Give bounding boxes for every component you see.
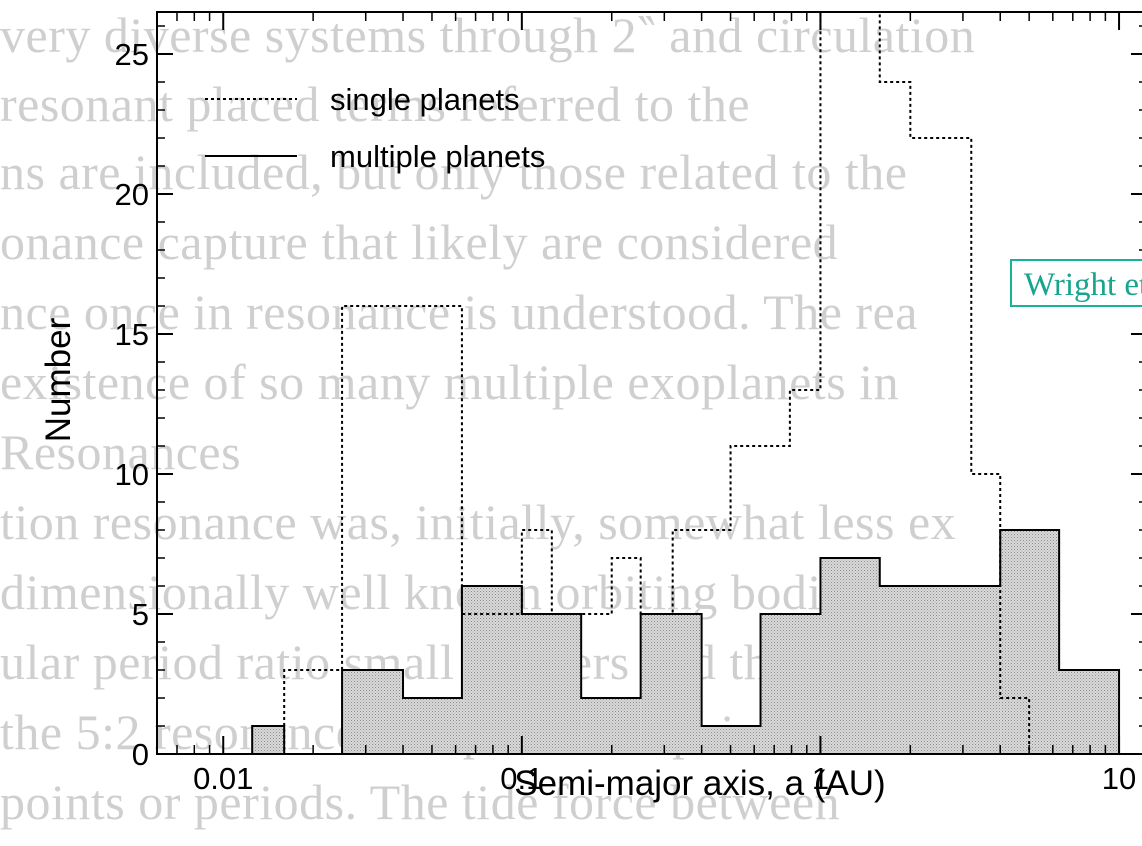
multiple-planets-bar: [342, 670, 404, 754]
legend-label-single: single planets: [330, 82, 520, 117]
y-tick-label: 5: [132, 597, 149, 632]
multiple-planets-bar: [1059, 670, 1120, 754]
multiple-planets-bar: [461, 586, 522, 754]
plot-frame: [156, 11, 1142, 755]
multiple-planets-bar: [760, 614, 821, 754]
multiple-planets-bar: [820, 558, 880, 754]
y-axis-label: Number: [39, 317, 78, 442]
x-tick-label: 0.01: [193, 761, 253, 796]
legend: single planets multiple planets: [205, 82, 545, 174]
multiple-planets-bar: [403, 698, 462, 754]
y-tick-label: 10: [115, 457, 149, 492]
y-tick-label: 25: [115, 37, 149, 72]
x-tick-label: 10: [1102, 761, 1136, 796]
multiple-planets-bar: [1000, 530, 1060, 754]
multiple-planets-bar: [939, 586, 1001, 754]
x-tick-label: 0.1: [500, 761, 543, 796]
multiple-planets-bar: [640, 614, 702, 754]
multiple-planets-bar: [521, 614, 582, 754]
multiple-planets-bar: [581, 698, 641, 754]
axes: 0 5 10 15 20 25 0.01 0.1 1 10: [115, 11, 1142, 796]
multiple-planets-bar: [879, 586, 940, 754]
y-tick-label: 20: [115, 177, 149, 212]
y-tick-label: 0: [132, 737, 149, 772]
x-axis-label: Semi-major axis, a (AU): [514, 764, 885, 803]
legend-label-multiple: multiple planets: [330, 139, 545, 174]
multiple-planets-bars: [251, 529, 1121, 754]
multiple-planets-bar: [252, 726, 285, 754]
y-tick-label: 15: [115, 317, 149, 352]
citation-box: Wright et al.: [1010, 259, 1142, 307]
x-tick-label: 1: [812, 761, 829, 796]
